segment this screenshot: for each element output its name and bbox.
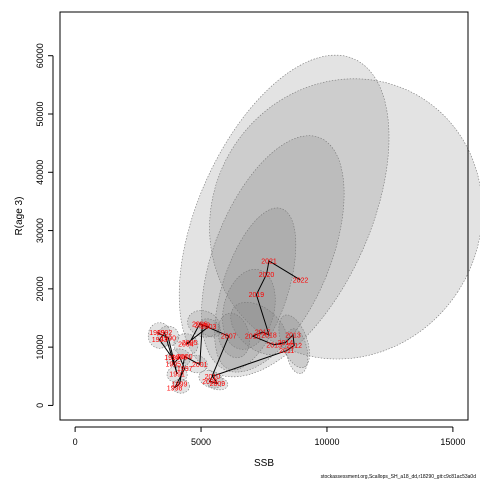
year-label-2000: 2000	[177, 354, 193, 361]
year-label-2007: 2007	[221, 334, 237, 341]
year-label-2017: 2017	[255, 330, 271, 337]
year-label-1997: 1997	[177, 366, 193, 373]
year-label-1990: 1990	[161, 335, 177, 342]
plot-frame	[59, 11, 469, 421]
y-tick-label: 10000	[35, 335, 45, 360]
year-label-2004: 2004	[178, 342, 194, 349]
year-label-2022: 2022	[293, 278, 309, 285]
trajectory-line	[156, 260, 301, 389]
footer-credit: stockassessment.org,Scallops_SH_a18_dd,r…	[321, 474, 477, 480]
year-label-2014: 2014	[278, 340, 294, 347]
year-label-1991: 1991	[169, 372, 185, 379]
year-label-2020: 2020	[259, 272, 275, 279]
year-label-1993: 1993	[152, 337, 168, 344]
year-label-2011: 2011	[279, 348, 294, 355]
y-axis-label: R(age 3)	[14, 197, 25, 236]
year-label-1994: 1994	[164, 355, 180, 362]
year-label-2013: 2013	[285, 332, 301, 339]
trajectory-polyline	[156, 260, 301, 389]
confidence-ellipse	[147, 322, 172, 349]
year-label-2016: 2016	[245, 334, 261, 341]
x-tick-label: 0	[73, 437, 78, 447]
confidence-ellipse	[178, 54, 390, 378]
year-label-2006: 2006	[192, 321, 208, 328]
year-label-2015: 2015	[266, 342, 282, 349]
year-label-2003: 2003	[201, 324, 217, 331]
year-label-2010: 2010	[205, 374, 221, 381]
year-label-1996: 1996	[172, 355, 188, 362]
year-label-1998: 1998	[167, 385, 183, 392]
confidence-ellipse	[209, 78, 480, 360]
y-tick-label: 20000	[35, 276, 45, 301]
year-label-2019: 2019	[249, 292, 265, 299]
year-label-2018: 2018	[261, 332, 277, 339]
y-tick-label: 60000	[35, 43, 45, 68]
year-label-2001: 2001	[192, 362, 208, 369]
y-tick-label: 30000	[35, 218, 45, 243]
confidence-ellipse	[222, 268, 276, 350]
confidence-ellipse	[157, 325, 180, 347]
year-label-2009: 2009	[210, 381, 226, 388]
x-tick-label: 10000	[314, 437, 339, 447]
year-label-2008: 2008	[202, 379, 218, 386]
year-label-1989: 1989	[149, 330, 165, 337]
axes: 0 5000 10000 15000 0 10000 20000 30000 40000 5000…	[35, 43, 465, 447]
y-tick-label: 0	[35, 403, 45, 408]
confidence-ellipse	[217, 312, 250, 359]
year-label-2012: 2012	[286, 343, 302, 350]
year-label-1999: 1999	[172, 381, 188, 388]
y-tick-label: 50000	[35, 101, 45, 126]
confidence-ellipse	[201, 135, 345, 373]
year-label-1995: 1995	[166, 362, 182, 369]
x-tick-label: 5000	[191, 437, 211, 447]
year-label-2002: 2002	[195, 323, 211, 330]
x-tick-label: 15000	[440, 437, 465, 447]
confidence-ellipse	[285, 328, 309, 374]
year-label-2021: 2021	[261, 258, 277, 265]
year-label-2005: 2005	[182, 340, 198, 347]
x-axis-label: SSB	[254, 458, 274, 469]
y-tick-label: 40000	[35, 160, 45, 185]
year-label-1992: 1992	[157, 330, 173, 337]
confidence-ellipse	[187, 310, 220, 338]
